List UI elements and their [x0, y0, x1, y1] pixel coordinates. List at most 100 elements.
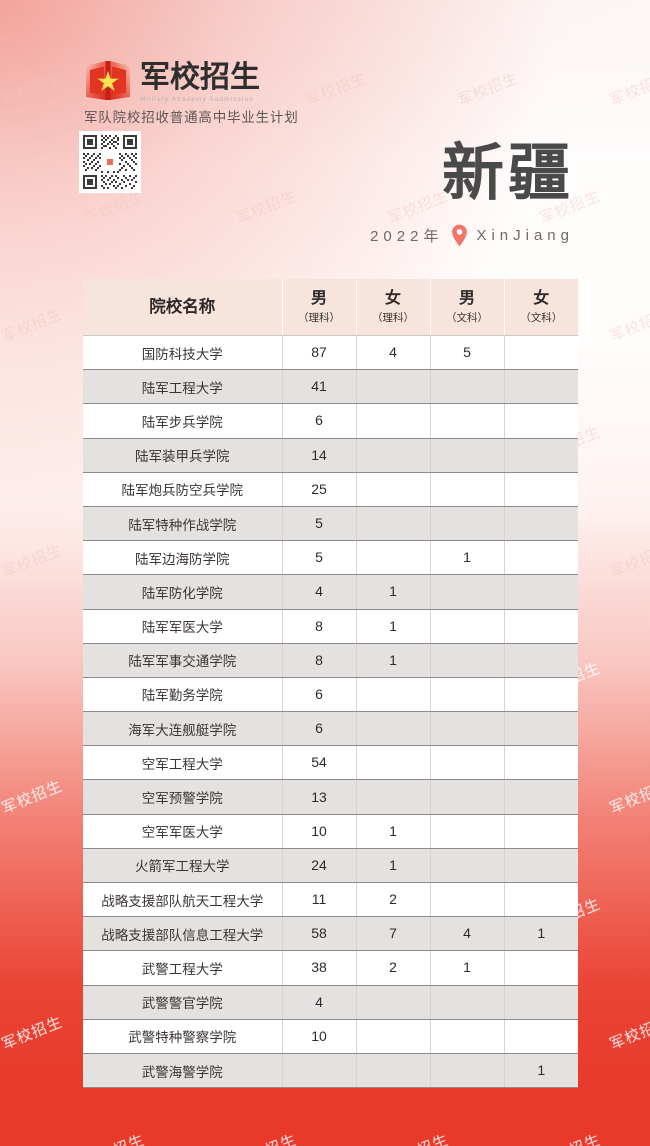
cell-female-science: 1 — [356, 643, 431, 678]
cell-female-science — [356, 403, 431, 439]
cell-school-name: 火箭军工程大学 — [83, 848, 283, 884]
cell-female-science: 1 — [356, 848, 431, 884]
cell-male-science: 10 — [282, 814, 357, 849]
qr-code-icon[interactable] — [79, 131, 141, 193]
brand-name-en: Military Academy Aadmission — [140, 96, 254, 103]
col-header-male-arts-label: 男 — [458, 288, 475, 308]
cell-female-arts — [504, 643, 578, 678]
table-row: 陆军装甲兵学院 14 — [83, 438, 578, 473]
cell-school-name: 武警特种警察学院 — [83, 1019, 283, 1054]
col-header-female-arts: 女 （文科） — [504, 279, 578, 336]
cell-male-arts: 1 — [430, 950, 505, 986]
table-row: 战略支援部队信息工程大学 58 7 4 1 — [83, 916, 578, 952]
cell-male-science: 6 — [282, 711, 357, 747]
table-row: 空军预警学院 13 — [83, 779, 578, 815]
cell-female-arts: 1 — [504, 1053, 578, 1089]
cell-male-arts — [430, 1053, 505, 1089]
cell-female-science — [356, 985, 431, 1020]
cell-female-arts — [504, 335, 578, 371]
brand-wordmark: 军校招生 Military Academy Aadmission — [140, 63, 260, 104]
table-row: 陆军勤务学院 6 — [83, 677, 578, 713]
table-row: 陆军工程大学 41 — [83, 369, 578, 405]
table-row: 海军大连舰艇学院 6 — [83, 711, 578, 747]
cell-school-name: 陆军防化学院 — [83, 574, 283, 610]
cell-female-arts — [504, 848, 578, 884]
table-row: 陆军边海防学院 5 1 — [83, 540, 578, 576]
cell-female-science — [356, 506, 431, 542]
cell-female-arts — [504, 438, 578, 473]
cell-male-science: 4 — [282, 985, 357, 1020]
cell-school-name: 空军军医大学 — [83, 814, 283, 849]
cell-school-name: 战略支援部队航天工程大学 — [83, 882, 283, 918]
cell-female-science: 1 — [356, 574, 431, 610]
col-header-male-science-sub: （理科） — [298, 312, 340, 324]
table-row: 陆军防化学院 4 1 — [83, 574, 578, 610]
cell-school-name: 陆军军医大学 — [83, 609, 283, 644]
cell-female-arts — [504, 677, 578, 713]
cell-female-science — [356, 745, 431, 781]
cell-female-science: 2 — [356, 882, 431, 918]
cell-female-arts — [504, 609, 578, 644]
table-row: 陆军炮兵防空兵学院 25 — [83, 472, 578, 507]
cell-male-arts: 1 — [430, 540, 505, 576]
cell-school-name: 空军预警学院 — [83, 779, 283, 815]
brand-lockup: 军校招生 Military Academy Aadmission — [84, 58, 260, 104]
cell-male-arts — [430, 369, 505, 405]
cell-male-arts — [430, 1019, 505, 1054]
table-row: 陆军军事交通学院 8 1 — [83, 643, 578, 678]
cell-male-arts — [430, 609, 505, 644]
table-row: 火箭军工程大学 24 1 — [83, 848, 578, 884]
cell-female-arts — [504, 950, 578, 986]
cell-female-arts — [504, 882, 578, 918]
col-header-school-name-label: 院校名称 — [149, 296, 216, 316]
table-row: 陆军步兵学院 6 — [83, 403, 578, 439]
cell-male-science: 11 — [282, 882, 357, 918]
cell-school-name: 海军大连舰艇学院 — [83, 711, 283, 747]
cell-school-name: 陆军工程大学 — [83, 369, 283, 405]
table-body: 国防科技大学 87 4 5 陆军工程大学 41 陆军步兵学院 6 陆军装甲兵学院 14 陆军炮兵防空… — [83, 335, 578, 1089]
cell-male-science: 24 — [282, 848, 357, 884]
cell-female-science — [356, 677, 431, 713]
cell-male-science: 54 — [282, 745, 357, 781]
military-book-star-emblem-icon — [84, 58, 132, 104]
cell-female-arts — [504, 779, 578, 815]
cell-female-science — [356, 1053, 431, 1089]
cell-male-science: 41 — [282, 369, 357, 405]
cell-male-arts — [430, 985, 505, 1020]
cell-school-name: 陆军边海防学院 — [83, 540, 283, 576]
admission-plan-table-wrapper: 院校名称 男 （理科） 女 （理科） 男 （文科） 女 — [83, 279, 578, 1089]
col-header-male-science-label: 男 — [310, 288, 327, 308]
table-row: 武警警官学院 4 — [83, 985, 578, 1020]
cell-male-science: 58 — [282, 916, 357, 952]
cell-school-name: 陆军勤务学院 — [83, 677, 283, 713]
cell-male-science: 13 — [282, 779, 357, 815]
cell-school-name: 战略支援部队信息工程大学 — [83, 916, 283, 952]
cell-school-name: 陆军步兵学院 — [83, 403, 283, 439]
col-header-school-name: 院校名称 — [83, 279, 283, 336]
cell-female-arts — [504, 506, 578, 542]
admission-plan-table: 院校名称 男 （理科） 女 （理科） 男 （文科） 女 — [83, 279, 578, 1089]
cell-female-science: 4 — [356, 335, 431, 371]
cell-male-arts — [430, 643, 505, 678]
cell-school-name: 武警工程大学 — [83, 950, 283, 986]
cell-female-science: 2 — [356, 950, 431, 986]
table-row: 武警工程大学 38 2 1 — [83, 950, 578, 986]
table-head: 院校名称 男 （理科） 女 （理科） 男 （文科） 女 — [83, 279, 578, 336]
cell-male-arts — [430, 779, 505, 815]
cell-male-arts — [430, 506, 505, 542]
cell-female-science — [356, 540, 431, 576]
cell-female-arts — [504, 814, 578, 849]
cell-male-arts — [430, 882, 505, 918]
cell-female-science — [356, 711, 431, 747]
col-header-male-science: 男 （理科） — [282, 279, 357, 336]
cell-female-arts — [504, 985, 578, 1020]
year-label: 2022年 — [370, 228, 444, 245]
cell-female-arts: 1 — [504, 916, 578, 952]
cell-school-name: 陆军特种作战学院 — [83, 506, 283, 542]
cell-male-science: 87 — [282, 335, 357, 371]
cell-school-name: 陆军军事交通学院 — [83, 643, 283, 678]
table-header-row: 院校名称 男 （理科） 女 （理科） 男 （文科） 女 — [83, 279, 578, 336]
cell-female-arts — [504, 403, 578, 439]
region-meta: 2022年 XinJiang — [370, 224, 574, 247]
